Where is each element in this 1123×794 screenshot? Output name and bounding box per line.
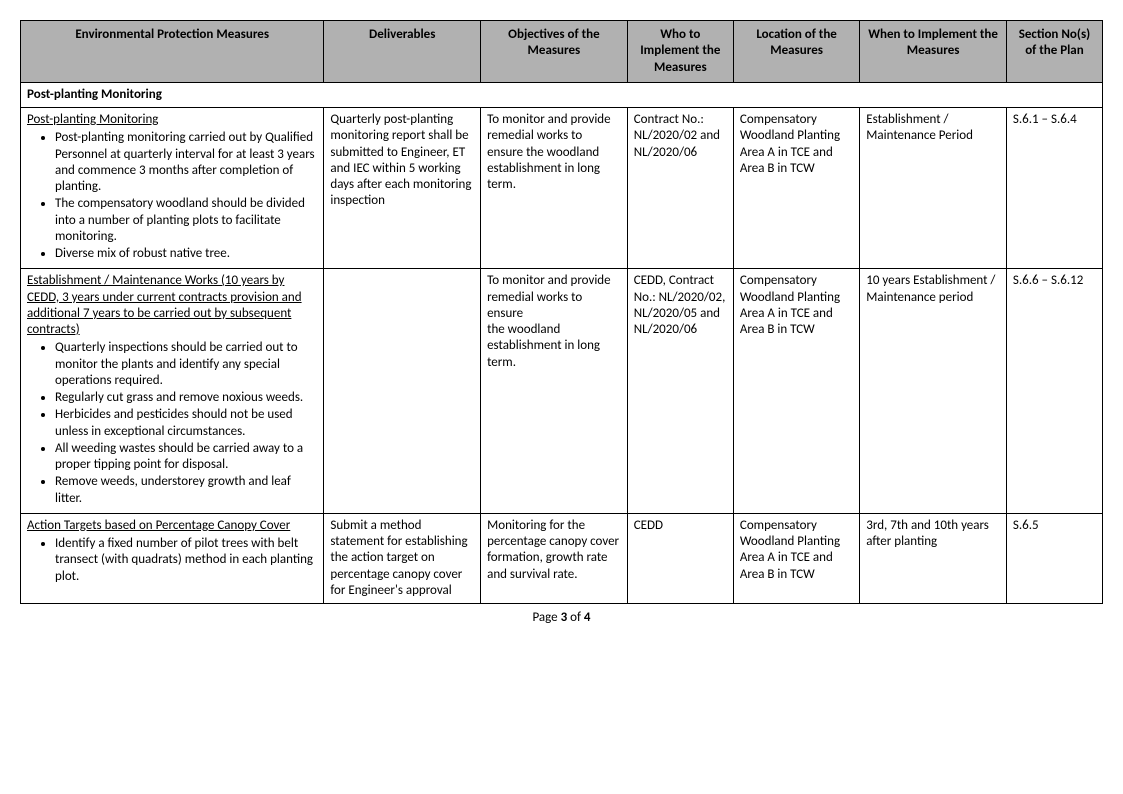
epm-title: Action Targets based on Percentage Canop… [27, 518, 317, 534]
cell-who: Contract No.: NL/2020/02 and NL/2020/06 [627, 108, 733, 269]
page-footer: Page 3 of 4 [20, 610, 1103, 625]
cell-location: Compensatory Woodland Planting Area A in… [733, 513, 859, 603]
table-header-row: Environmental Protection Measures Delive… [21, 21, 1103, 83]
list-item: Remove weeds, understorey growth and lea… [55, 474, 317, 507]
list-item: All weeding wastes should be carried awa… [55, 441, 317, 474]
list-item: The compensatory woodland should be divi… [55, 196, 317, 245]
col-header-who: Who to Implement the Measures [627, 21, 733, 83]
cell-when: 3rd, 7th and 10th years after planting [860, 513, 1007, 603]
cell-when: 10 years Establishment / Maintenance per… [860, 269, 1007, 514]
list-item: Quarterly inspections should be carried … [55, 340, 317, 389]
cell-section: S.6.1 – S.6.4 [1006, 108, 1102, 269]
cell-location: Compensatory Woodland Planting Area A in… [733, 269, 859, 514]
list-item: Identify a fixed number of pilot trees w… [55, 536, 317, 585]
cell-who: CEDD [627, 513, 733, 603]
col-header-objectives: Objectives of the Measures [481, 21, 628, 83]
col-header-deliverables: Deliverables [324, 21, 481, 83]
page-total: 4 [584, 610, 591, 625]
cell-who: CEDD, Contract No.: NL/2020/02, NL/2020/… [627, 269, 733, 514]
table-row: Post-planting Monitoring Post-planting m… [21, 108, 1103, 269]
footer-prefix: Page [533, 610, 561, 625]
table-row: Action Targets based on Percentage Canop… [21, 513, 1103, 603]
list-item: Herbicides and pesticides should not be … [55, 407, 317, 440]
cell-epm: Post-planting Monitoring Post-planting m… [21, 108, 324, 269]
cell-section: S.6.5 [1006, 513, 1102, 603]
cell-objectives: Monitoring for the percentage canopy cov… [481, 513, 628, 603]
cell-when: Establishment / Maintenance Period [860, 108, 1007, 269]
cell-section: S.6.6 – S.6.12 [1006, 269, 1102, 514]
epm-title: Establishment / Maintenance Works (10 ye… [27, 273, 317, 338]
epm-bullets: Quarterly inspections should be carried … [27, 340, 317, 507]
cell-location: Compensatory Woodland Planting Area A in… [733, 108, 859, 269]
epm-bullets: Identify a fixed number of pilot trees w… [27, 536, 317, 585]
section-heading-row: Post-planting Monitoring [21, 82, 1103, 107]
cell-objectives: To monitor and provide remedial works to… [481, 269, 628, 514]
cell-deliverables: Submit a method statement for establishi… [324, 513, 481, 603]
cell-epm: Establishment / Maintenance Works (10 ye… [21, 269, 324, 514]
cell-deliverables: Quarterly post-planting monitoring repor… [324, 108, 481, 269]
section-heading: Post-planting Monitoring [21, 82, 1103, 107]
list-item: Diverse mix of robust native tree. [55, 246, 317, 262]
measures-table: Environmental Protection Measures Delive… [20, 20, 1103, 604]
col-header-when: When to Implement the Measures [860, 21, 1007, 83]
document-page: Environmental Protection Measures Delive… [20, 20, 1103, 625]
table-row: Establishment / Maintenance Works (10 ye… [21, 269, 1103, 514]
cell-objectives: To monitor and provide remedial works to… [481, 108, 628, 269]
list-item: Post-planting monitoring carried out by … [55, 130, 317, 195]
col-header-location: Location of the Measures [733, 21, 859, 83]
col-header-epm: Environmental Protection Measures [21, 21, 324, 83]
footer-of: of [567, 610, 584, 625]
cell-epm: Action Targets based on Percentage Canop… [21, 513, 324, 603]
cell-deliverables [324, 269, 481, 514]
epm-bullets: Post-planting monitoring carried out by … [27, 130, 317, 262]
col-header-section: Section No(s) of the Plan [1006, 21, 1102, 83]
list-item: Regularly cut grass and remove noxious w… [55, 390, 317, 406]
epm-title: Post-planting Monitoring [27, 112, 317, 128]
